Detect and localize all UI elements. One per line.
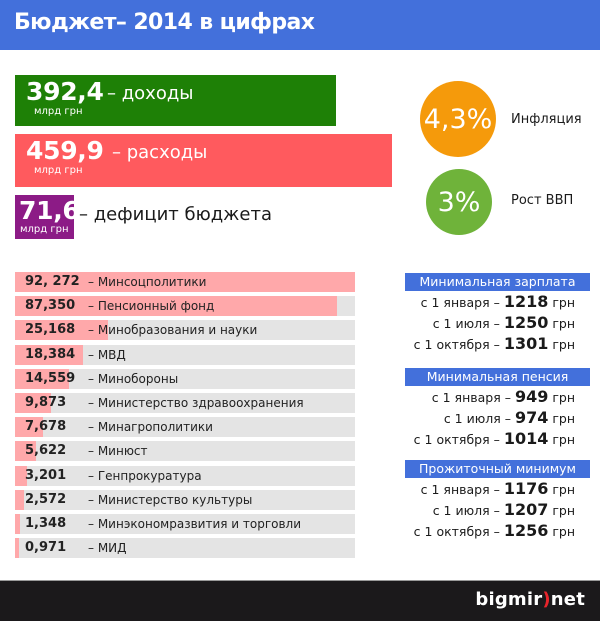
deficit-value: 71,6: [19, 196, 80, 225]
bar-label: – Министерство здравоохранения: [88, 395, 304, 410]
gdp-label: Рост ВВП: [511, 193, 574, 208]
bar-row: 9,873 – Министерство здравоохранения: [15, 392, 355, 413]
bar-value: 1,348: [25, 515, 67, 531]
bar-fill: [15, 296, 337, 317]
bar-row: 1,348 – Минэкономразвития и торговли: [15, 513, 355, 534]
min-wage-panel: Минимальная зарплата с 1 января – 1218 г…: [405, 273, 590, 354]
bar-value: 0,971: [25, 540, 67, 556]
bar-row: 7,678 – Минагрополитики: [15, 417, 355, 438]
income-value: 392,4: [26, 77, 104, 106]
bar-label: – Минагрополитики: [88, 420, 213, 435]
gdp-circle: 3%: [426, 169, 492, 235]
bigmir-logo[interactable]: bigmir)net: [475, 589, 585, 610]
panel-line: с 1 января – 1176 грн: [420, 479, 575, 498]
bar-row: 92, 272 – Минсоцполитики: [15, 272, 355, 292]
bar-row: 3,201 – Генпрокуратура: [15, 465, 355, 486]
bar-fill: [15, 465, 27, 486]
panel-line: с 1 января – 1218 грн: [420, 292, 575, 311]
panel-line: с 1 июля – 974 грн: [443, 408, 575, 427]
amount: 1207: [503, 500, 549, 519]
bar-value: 7,678: [25, 419, 67, 435]
min-wage-title: Минимальная зарплата: [405, 273, 590, 291]
amount: 1301: [503, 334, 549, 353]
deficit-unit: млрд грн: [20, 224, 69, 235]
bar-fill: [15, 272, 355, 292]
bar-fill: [15, 320, 108, 341]
subsistence-title: Прожиточный минимум: [405, 460, 590, 478]
bar-value: 18,384: [25, 346, 76, 362]
bar-label: – Минобразования и науки: [88, 323, 258, 338]
bar-fill: [15, 392, 52, 413]
bar-fill: [15, 368, 69, 389]
income-label: – доходы: [107, 83, 194, 104]
bar-fill: [15, 489, 25, 510]
amount: 1176: [503, 479, 549, 498]
bar-label: – Минюст: [88, 444, 148, 459]
bar-row: 5,622 – Минюст: [15, 441, 355, 462]
bar-value: 2,572: [25, 491, 67, 507]
bar-fill: [15, 513, 20, 534]
bar-fill: [15, 344, 83, 365]
bar-label: – МВД: [88, 347, 126, 362]
min-pension-title: Минимальная пенсия: [405, 368, 590, 386]
panel-line: с 1 октября – 1256 грн: [413, 521, 575, 540]
gdp-value: 3%: [437, 186, 481, 218]
panel-line: с 1 июля – 1207 грн: [432, 500, 575, 519]
footer: bigmir)net: [0, 580, 600, 621]
amount: 974: [514, 408, 549, 427]
bar-label: – Пенсионный фонд: [88, 299, 215, 314]
bar-label: – Минсоцполитики: [88, 275, 207, 289]
logo-bracket: ): [542, 589, 551, 610]
bar-label: – Минобороны: [88, 371, 179, 386]
inflation-label: Инфляция: [511, 112, 582, 127]
bar-value: 9,873: [25, 394, 67, 410]
bar-label: – МИД: [88, 541, 127, 556]
bar-fill: [15, 441, 36, 462]
bar-row: 14,559 – Минобороны: [15, 368, 355, 389]
deficit-label: – дефицит бюджета: [79, 204, 272, 225]
page-title: Бюджет– 2014 в цифрах: [14, 10, 315, 35]
bar-value: 92, 272: [25, 274, 80, 289]
income-unit: млрд грн: [34, 106, 83, 117]
bar-value: 87,350: [25, 298, 76, 314]
bar-label: – Министерство культуры: [88, 492, 253, 507]
bar-fill: [15, 538, 19, 559]
min-pension-panel: Минимальная пенсия с 1 января – 949 грн с…: [405, 368, 590, 449]
bar-value: 14,559: [25, 370, 76, 386]
header: Бюджет– 2014 в цифрах: [0, 0, 600, 50]
bar-row: 25,168 – Минобразования и науки: [15, 320, 355, 341]
bar-fill: [15, 417, 44, 438]
panel-line: с 1 октября – 1301 грн: [413, 334, 575, 353]
bar-value: 25,168: [25, 322, 76, 338]
inflation-circle: 4,3%: [420, 81, 496, 157]
amount: 1256: [503, 521, 549, 540]
expense-label: – расходы: [112, 142, 208, 163]
bar-row: 0,971 – МИД: [15, 538, 355, 559]
panel-line: с 1 октября – 1014 грн: [413, 429, 575, 448]
ministry-bar-chart: 92, 272 – Минсоцполитики 87,350 – Пенсионны…: [15, 272, 355, 562]
expense-block: 459,9 млрд грн – расходы: [15, 134, 392, 187]
panel-line: с 1 июля – 1250 грн: [432, 313, 575, 332]
inflation-value: 4,3%: [423, 103, 493, 135]
expense-value: 459,9: [26, 136, 104, 165]
panel-line: с 1 января – 949 грн: [431, 387, 575, 406]
amount: 1250: [503, 313, 549, 332]
income-block: 392,4 млрд грн – доходы: [15, 75, 336, 126]
bar-row: 2,572 – Министерство культуры: [15, 489, 355, 510]
amount: 1014: [503, 429, 549, 448]
bar-row: 87,350 – Пенсионный фонд: [15, 296, 355, 317]
bar-value: 5,622: [25, 443, 67, 459]
bar-row: 18,384 – МВД: [15, 344, 355, 365]
deficit-block: 71,6 млрд грн: [15, 195, 80, 239]
bar-label: – Минэкономразвития и торговли: [88, 516, 302, 531]
bar-label: – Генпрокуратура: [88, 468, 202, 483]
expense-unit: млрд грн: [34, 165, 83, 176]
amount: 949: [514, 387, 549, 406]
amount: 1218: [503, 292, 549, 311]
bar-value: 3,201: [25, 467, 67, 483]
subsistence-panel: Прожиточный минимум с 1 января – 1176 гр…: [405, 460, 590, 541]
